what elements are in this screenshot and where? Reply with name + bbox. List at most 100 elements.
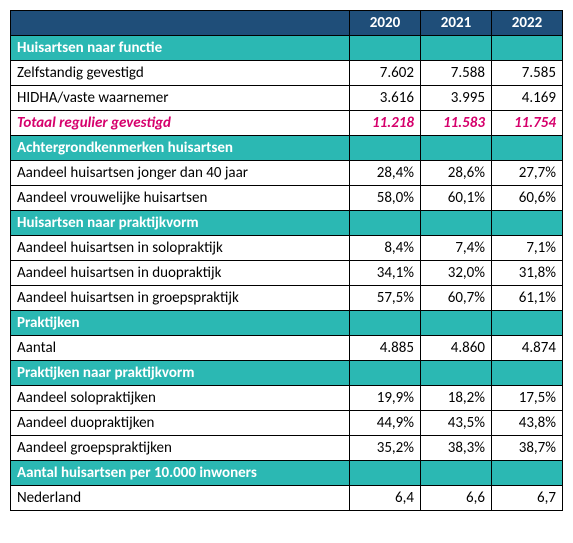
- section-blank: [492, 361, 563, 386]
- row-value: 43,5%: [421, 411, 492, 436]
- row-value: 60,7%: [421, 286, 492, 311]
- section-blank: [492, 211, 563, 236]
- section-blank: [421, 361, 492, 386]
- header-row: 2020 2021 2022: [11, 11, 563, 36]
- section-blank: [421, 311, 492, 336]
- row-value: 35,2%: [350, 436, 421, 461]
- row-value: 58,0%: [350, 186, 421, 211]
- section-row: Praktijken naar praktijkvorm: [11, 361, 563, 386]
- table-row: Totaal regulier gevestigd11.21811.58311.…: [11, 111, 563, 136]
- section-blank: [350, 461, 421, 486]
- row-value: 7,4%: [421, 236, 492, 261]
- row-value: 38,7%: [492, 436, 563, 461]
- section-title: Huisartsen naar functie: [11, 36, 350, 61]
- row-label: Aandeel huisartsen in duopraktijk: [11, 261, 350, 286]
- table-row: Aandeel vrouwelijke huisartsen58,0%60,1%…: [11, 186, 563, 211]
- data-table: 2020 2021 2022 Huisartsen naar functieZe…: [10, 10, 563, 511]
- row-value: 4.874: [492, 336, 563, 361]
- table-row: Aandeel huisartsen in solopraktijk8,4%7,…: [11, 236, 563, 261]
- row-value: 28,6%: [421, 161, 492, 186]
- section-blank: [350, 211, 421, 236]
- row-value: 18,2%: [421, 386, 492, 411]
- row-value: 31,8%: [492, 261, 563, 286]
- row-value: 8,4%: [350, 236, 421, 261]
- year-header: 2022: [492, 11, 563, 36]
- section-blank: [350, 136, 421, 161]
- row-label: Aandeel solopraktijken: [11, 386, 350, 411]
- row-value: 44,9%: [350, 411, 421, 436]
- section-row: Praktijken: [11, 311, 563, 336]
- row-value: 38,3%: [421, 436, 492, 461]
- row-value: 17,5%: [492, 386, 563, 411]
- section-blank: [421, 211, 492, 236]
- row-value: 28,4%: [350, 161, 421, 186]
- row-value: 60,1%: [421, 186, 492, 211]
- table-row: Zelfstandig gevestigd7.6027.5887.585: [11, 61, 563, 86]
- header-blank: [11, 11, 350, 36]
- section-title: Praktijken: [11, 311, 350, 336]
- row-value: 6,4: [350, 486, 421, 511]
- row-value: 4.169: [492, 86, 563, 111]
- row-value: 34,1%: [350, 261, 421, 286]
- section-title: Aantal huisartsen per 10.000 inwoners: [11, 461, 350, 486]
- section-row: Aantal huisartsen per 10.000 inwoners: [11, 461, 563, 486]
- table-row: Aandeel huisartsen in groepspraktijk57,5…: [11, 286, 563, 311]
- row-value: 7.602: [350, 61, 421, 86]
- row-value: 61,1%: [492, 286, 563, 311]
- table-row: Aandeel groepspraktijken35,2%38,3%38,7%: [11, 436, 563, 461]
- section-blank: [421, 36, 492, 61]
- row-label: Aandeel huisartsen in solopraktijk: [11, 236, 350, 261]
- table-row: Nederland6,46,66,7: [11, 486, 563, 511]
- row-value: 6,7: [492, 486, 563, 511]
- section-title: Huisartsen naar praktijkvorm: [11, 211, 350, 236]
- row-value: 7.588: [421, 61, 492, 86]
- row-label: Aandeel huisartsen in groepspraktijk: [11, 286, 350, 311]
- year-header: 2021: [421, 11, 492, 36]
- row-value: 27,7%: [492, 161, 563, 186]
- section-row: Achtergrondkenmerken huisartsen: [11, 136, 563, 161]
- row-value: 43,8%: [492, 411, 563, 436]
- table-body: Huisartsen naar functieZelfstandig geves…: [11, 36, 563, 511]
- row-label: Aandeel vrouwelijke huisartsen: [11, 186, 350, 211]
- section-blank: [492, 136, 563, 161]
- section-title: Praktijken naar praktijkvorm: [11, 361, 350, 386]
- table-row: Aandeel duopraktijken44,9%43,5%43,8%: [11, 411, 563, 436]
- row-label: Aandeel duopraktijken: [11, 411, 350, 436]
- row-label: Totaal regulier gevestigd: [11, 111, 350, 136]
- table-row: HIDHA/vaste waarnemer3.6163.9954.169: [11, 86, 563, 111]
- row-value: 7.585: [492, 61, 563, 86]
- row-label: Nederland: [11, 486, 350, 511]
- section-row: Huisartsen naar praktijkvorm: [11, 211, 563, 236]
- row-value: 11.218: [350, 111, 421, 136]
- row-value: 3.995: [421, 86, 492, 111]
- row-label: HIDHA/vaste waarnemer: [11, 86, 350, 111]
- row-value: 32,0%: [421, 261, 492, 286]
- table-row: Aandeel solopraktijken19,9%18,2%17,5%: [11, 386, 563, 411]
- table-row: Aandeel huisartsen jonger dan 40 jaar28,…: [11, 161, 563, 186]
- section-blank: [350, 361, 421, 386]
- row-label: Aandeel huisartsen jonger dan 40 jaar: [11, 161, 350, 186]
- row-value: 4.885: [350, 336, 421, 361]
- section-blank: [492, 36, 563, 61]
- section-title: Achtergrondkenmerken huisartsen: [11, 136, 350, 161]
- year-header: 2020: [350, 11, 421, 36]
- row-label: Zelfstandig gevestigd: [11, 61, 350, 86]
- section-blank: [350, 36, 421, 61]
- section-blank: [492, 311, 563, 336]
- row-label: Aantal: [11, 336, 350, 361]
- row-value: 11.583: [421, 111, 492, 136]
- row-value: 11.754: [492, 111, 563, 136]
- row-label: Aandeel groepspraktijken: [11, 436, 350, 461]
- section-blank: [350, 311, 421, 336]
- section-blank: [421, 461, 492, 486]
- row-value: 3.616: [350, 86, 421, 111]
- table-row: Aandeel huisartsen in duopraktijk34,1%32…: [11, 261, 563, 286]
- section-blank: [421, 136, 492, 161]
- row-value: 19,9%: [350, 386, 421, 411]
- row-value: 6,6: [421, 486, 492, 511]
- section-blank: [492, 461, 563, 486]
- row-value: 60,6%: [492, 186, 563, 211]
- table-row: Aantal4.8854.8604.874: [11, 336, 563, 361]
- section-row: Huisartsen naar functie: [11, 36, 563, 61]
- row-value: 4.860: [421, 336, 492, 361]
